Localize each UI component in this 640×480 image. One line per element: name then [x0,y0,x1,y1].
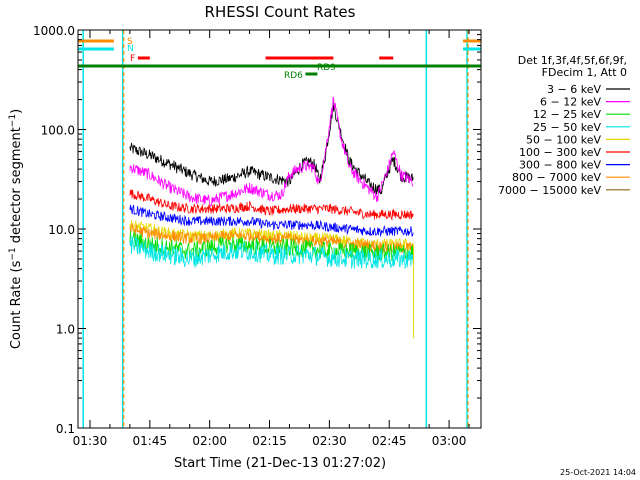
flags-layer: SNF RD9 RD6 [78,37,481,81]
legend-label-0: 3 − 6 keV [547,83,601,96]
legend-header-0: Det 1f,3f,4f,5f,6f,9f, [518,54,627,67]
series-line-2 [129,189,414,221]
orbit-boundaries [82,30,469,428]
series-line-6 [129,230,414,262]
series-line-7 [129,235,414,269]
y-axis-label-end: ) [9,109,24,114]
series-line-1 [129,96,414,207]
legend-label-1: 6 − 12 keV [540,96,601,109]
y-axis-label-mid: detector segment [9,127,24,247]
y-tick-label-1: 1.0 [56,323,75,337]
y-tick-label-4: 1000.0 [33,24,75,38]
series-line-3 [129,204,414,238]
x-tick-label-4: 02:30 [312,434,347,448]
x-tick-label-2: 02:00 [192,434,227,448]
x-tick-label-0: 01:30 [73,434,108,448]
legend-label-7: 800 − 7000 keV [512,171,601,184]
legend-header-1: FDecim 1, Att 0 [542,66,627,79]
x-tick-label-5: 02:45 [372,434,407,448]
flag-label-n: N [127,44,134,54]
y-axis-label-sup1: −1 [8,247,18,260]
x-tick-label-6: 03:00 [432,434,467,448]
chart-title: RHESSI Count Rates [205,3,356,21]
axes-layer: 01:30 01:45 02:00 02:15 02:30 02:45 03:00 0.1 1.… [33,24,481,448]
legend-label-2: 12 − 25 keV [533,108,601,121]
y-axis-label: Count Rate (s−1 detector segment−1) [8,109,24,349]
flag-label-rd9: RD9 [317,63,336,73]
flag-label-s: S [127,37,133,47]
x-tick-label-3: 02:15 [252,434,287,448]
y-tick-label-3: 100.0 [41,124,75,138]
generation-timestamp: 25-Oct-2021 14:04 [560,468,636,477]
legend-label-5: 100 − 300 keV [519,146,601,159]
plot-frame [77,29,482,429]
flag-label-f: F [130,54,135,64]
legend-label-3: 25 − 50 keV [533,121,601,134]
legend-label-8: 7000 − 15000 keV [498,184,601,197]
series-line-0 [129,102,414,195]
y-tick-label-0: 0.1 [56,422,75,436]
x-tick-label-1: 01:45 [133,434,168,448]
legend: Det 1f,3f,4f,5f,6f,9f,FDecim 1, Att 0 3 −… [498,54,630,197]
x-axis-label: Start Time (21-Dec-13 01:27:02) [174,456,386,471]
flag-label-rd6: RD6 [284,71,303,81]
y-axis-label-main: Count Rate (s [9,260,24,349]
legend-label-4: 50 − 100 keV [526,133,601,146]
y-axis-label-sup2: −1 [8,114,18,127]
legend-label-6: 300 − 800 keV [519,159,601,172]
series-layer [129,96,415,339]
y-tick-label-2: 10.0 [48,223,75,237]
